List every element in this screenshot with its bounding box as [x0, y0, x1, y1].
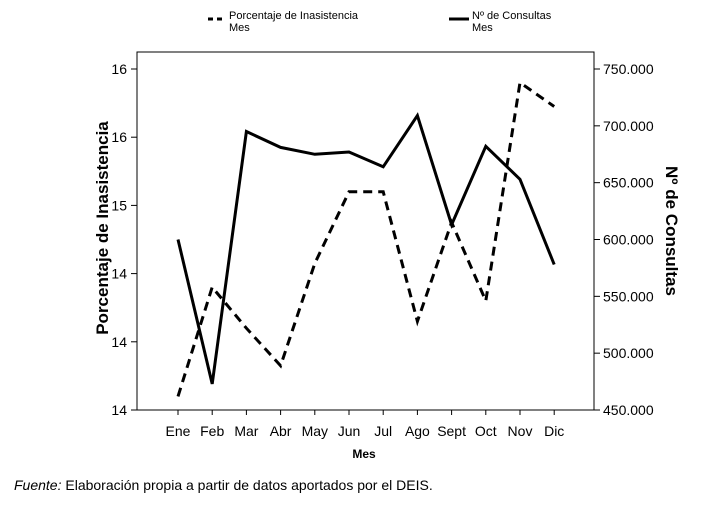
- left-tick-label: 14: [111, 402, 127, 418]
- caption-text: Elaboración propia a partir de datos apo…: [61, 477, 433, 493]
- x-tick-label: Jun: [338, 423, 361, 439]
- legend-label-consultas: Nº de Consultas: [472, 10, 552, 22]
- left-tick-label: 14: [111, 334, 127, 350]
- left-axis: 14 14 14 15 16 16: [111, 61, 137, 418]
- legend-sub-inasistencia: Mes: [229, 22, 250, 34]
- left-tick-label: 16: [111, 61, 127, 77]
- right-tick-label: 550.000: [603, 288, 654, 304]
- right-tick-label: 700.000: [603, 118, 654, 134]
- x-tick-label: Ago: [405, 423, 430, 439]
- right-tick-label: 600.000: [603, 232, 654, 248]
- right-tick-label: 500.000: [603, 345, 654, 361]
- series-line-consultas: [176, 112, 556, 385]
- x-tick-label: Dic: [544, 423, 564, 439]
- x-tick-label: Jul: [374, 423, 392, 439]
- right-tick-label: 650.000: [603, 175, 654, 191]
- x-tick-label: Mar: [234, 423, 258, 439]
- series-layer: [176, 79, 556, 397]
- right-axis: 450.000 500.000 550.000 600.000 650.000 700.0…: [594, 61, 654, 418]
- legend-sub-consultas: Mes: [472, 22, 493, 34]
- right-tick-label: 750.000: [603, 61, 654, 77]
- y-axis-right-title: Nº de Consultas: [662, 166, 681, 296]
- x-tick-label: Sept: [437, 423, 466, 439]
- x-tick-label: Nov: [508, 423, 533, 439]
- series-line-inasistencia: [176, 79, 556, 397]
- plot-frame: [136, 51, 595, 411]
- left-tick-label: 16: [111, 129, 127, 145]
- x-axis-title: Mes: [352, 447, 376, 461]
- x-tick-label: Abr: [270, 423, 292, 439]
- left-tick-label: 14: [111, 266, 127, 282]
- x-tick-label: Oct: [475, 423, 497, 439]
- source-caption: Fuente: Elaboración propia a partir de d…: [14, 477, 433, 493]
- x-tick-label: Ene: [166, 423, 191, 439]
- legend: Porcentaje de Inasistencia Mes Nº de Con…: [208, 10, 552, 34]
- y-axis-left-title: Porcentaje de Inasistencia: [93, 121, 112, 335]
- right-tick-label: 450.000: [603, 402, 654, 418]
- x-tick-label: May: [302, 423, 328, 439]
- x-tick-label: Feb: [200, 423, 224, 439]
- dual-axis-line-chart: Porcentaje de Inasistencia Mes Nº de Con…: [93, 10, 681, 461]
- x-axis: Ene Feb Mar Abr May Jun Jul Ago Sept Oct Nov Dic: [166, 410, 564, 439]
- left-tick-label: 15: [111, 197, 127, 213]
- legend-label-inasistencia: Porcentaje de Inasistencia: [229, 10, 359, 22]
- caption-label: Fuente:: [14, 477, 62, 493]
